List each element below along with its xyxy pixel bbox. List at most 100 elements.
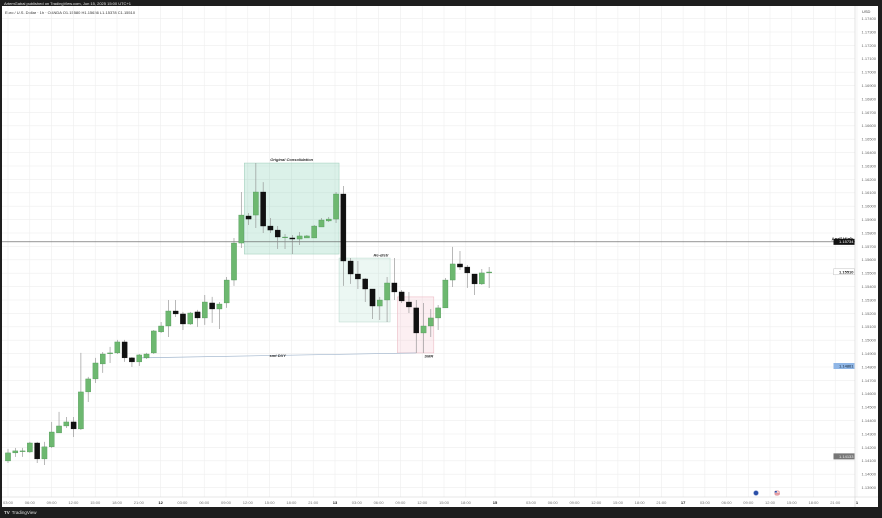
candle[interactable] <box>238 191 245 249</box>
time-tick-label: 17 <box>681 500 686 505</box>
candle[interactable] <box>377 296 383 320</box>
candle[interactable] <box>92 357 99 383</box>
candle[interactable] <box>471 273 478 296</box>
time-tick-label: 15 <box>493 500 498 505</box>
candle[interactable] <box>158 321 164 333</box>
candle[interactable] <box>340 185 347 286</box>
candle-body-up <box>326 218 332 222</box>
candle[interactable] <box>347 258 354 284</box>
price-tick-label: 1.15300 <box>862 297 877 302</box>
candle[interactable] <box>384 276 390 322</box>
candle[interactable] <box>223 276 230 308</box>
candle[interactable] <box>5 448 11 463</box>
candle[interactable] <box>19 447 26 457</box>
smt-dxy-line[interactable] <box>139 352 417 359</box>
candle[interactable] <box>180 311 186 331</box>
candle[interactable] <box>420 302 427 353</box>
candle-body-up <box>78 391 84 430</box>
price-tick-label: 1.16800 <box>862 96 877 101</box>
candle-body-down <box>369 288 376 307</box>
candle[interactable] <box>48 421 55 448</box>
candle-body-down <box>347 260 354 275</box>
candle[interactable] <box>479 269 485 285</box>
candle[interactable] <box>311 224 317 239</box>
candle-body-up <box>165 310 172 327</box>
candle[interactable] <box>151 330 157 355</box>
candle[interactable] <box>202 295 208 325</box>
price-tick-label: 1.16000 <box>862 204 877 209</box>
candle[interactable] <box>63 416 70 428</box>
candle[interactable] <box>100 351 106 373</box>
candle-body-up <box>143 353 150 359</box>
candle[interactable] <box>143 352 150 359</box>
candle[interactable] <box>216 302 223 329</box>
candle[interactable] <box>333 191 339 223</box>
candle[interactable] <box>449 246 456 288</box>
candle[interactable] <box>435 304 441 331</box>
candle[interactable] <box>172 300 179 318</box>
us-flag-icon[interactable] <box>774 490 780 496</box>
candle-body-down <box>172 310 179 315</box>
candle[interactable] <box>187 311 193 325</box>
candle[interactable] <box>486 267 492 288</box>
candle[interactable] <box>78 352 84 430</box>
candle[interactable] <box>245 213 252 225</box>
price-badge <box>833 268 855 276</box>
candle[interactable] <box>121 339 128 362</box>
candle[interactable] <box>326 217 332 223</box>
candle[interactable] <box>12 447 19 457</box>
candle[interactable] <box>318 217 325 228</box>
candle[interactable] <box>274 226 281 249</box>
candle[interactable] <box>304 235 310 239</box>
candle[interactable] <box>362 278 368 303</box>
candle[interactable] <box>464 265 471 288</box>
candle-body-down <box>406 301 412 308</box>
candle[interactable] <box>260 182 266 233</box>
candle[interactable] <box>85 376 91 402</box>
candle-body-up <box>114 341 121 354</box>
candle[interactable] <box>41 441 48 465</box>
candle[interactable] <box>231 237 237 286</box>
candle[interactable] <box>398 289 405 303</box>
candle[interactable] <box>355 261 361 290</box>
candle[interactable] <box>56 411 62 434</box>
tradingview-logo[interactable]: TV TradingView <box>4 510 37 515</box>
time-tick-label: 09:00 <box>47 500 58 505</box>
price-tick-label: 1.17400 <box>862 16 877 21</box>
redistribution-box[interactable] <box>338 257 391 323</box>
candle[interactable] <box>194 309 201 327</box>
candle[interactable] <box>442 278 449 309</box>
time-tick-label: 15:00 <box>439 500 450 505</box>
eu-flag-icon[interactable] <box>753 490 759 496</box>
candle-body-up <box>449 263 456 281</box>
tv-logo-mark: TV <box>4 510 10 515</box>
candle[interactable] <box>369 288 376 320</box>
candle[interactable] <box>209 296 215 323</box>
price-tick-label: 1.15000 <box>862 338 877 343</box>
candle-body-up <box>136 354 142 363</box>
candle[interactable] <box>296 232 303 246</box>
chart-area[interactable] <box>2 6 878 507</box>
candle[interactable] <box>267 217 274 233</box>
price-tick-label: 1.15600 <box>862 257 877 262</box>
candle[interactable] <box>413 300 419 353</box>
price-tick-label: 1.14300 <box>862 431 877 436</box>
time-tick-label: 21:00 <box>134 500 145 505</box>
candle[interactable] <box>34 441 40 463</box>
candle[interactable] <box>391 258 398 300</box>
candle[interactable] <box>136 354 142 366</box>
candle[interactable] <box>114 339 121 355</box>
candle[interactable] <box>27 441 33 453</box>
candle[interactable] <box>129 356 135 367</box>
candle-body-up <box>296 235 303 240</box>
candle[interactable] <box>253 163 259 229</box>
candle[interactable] <box>107 346 113 363</box>
candle[interactable] <box>289 235 296 255</box>
candle[interactable] <box>70 416 77 437</box>
candle[interactable] <box>282 233 288 249</box>
candle[interactable] <box>406 291 412 313</box>
candle[interactable] <box>428 308 434 337</box>
candle[interactable] <box>165 300 172 337</box>
candle[interactable] <box>457 250 463 270</box>
